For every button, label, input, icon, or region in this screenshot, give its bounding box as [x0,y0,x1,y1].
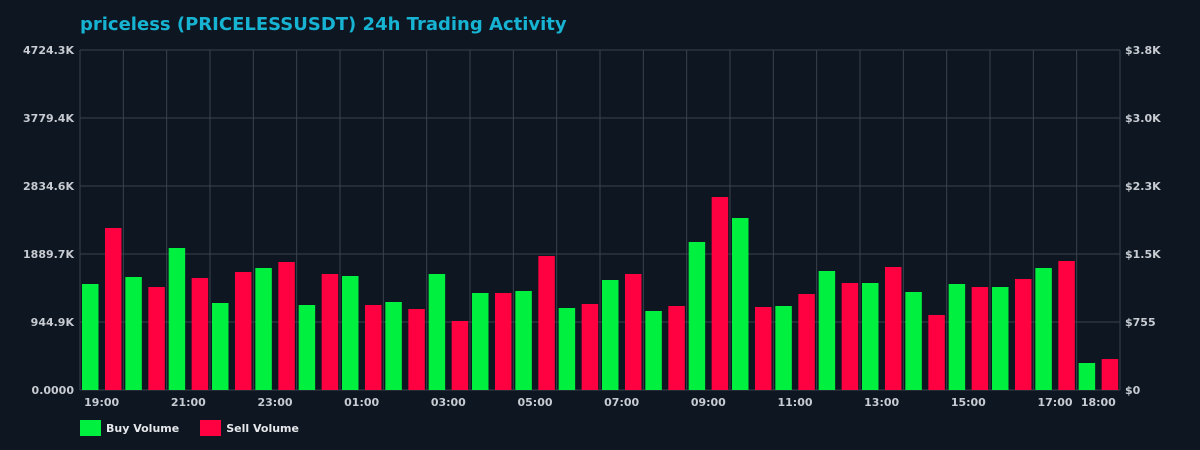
x-tick-label: 01:00 [344,396,379,409]
buy-volume-bar[interactable] [818,271,836,390]
sell-volume-bar[interactable] [885,266,902,390]
x-tick-label: 13:00 [864,396,899,409]
legend-label-sell: Sell Volume [226,421,299,435]
sell-volume-bar[interactable] [625,274,642,390]
buy-volume-bar[interactable] [558,307,576,390]
sell-volume-bar[interactable] [321,274,339,390]
buy-volume-bar[interactable] [992,286,1009,390]
x-tick-label: 18:00 [1081,396,1116,409]
y-left-tick-label: 4724.3K [23,44,74,57]
sell-volume-bar[interactable] [755,306,772,390]
buy-volume-bar[interactable] [688,242,706,390]
sell-volume-bar[interactable] [668,305,685,390]
sell-volume-bar[interactable] [538,256,555,390]
buy-volume-bar[interactable] [645,311,662,390]
y-axis-right: $0 $755 $1.5K $2.3K $3.0K $3.8K [1125,44,1161,397]
bars [82,197,1119,390]
sell-volume-bar[interactable] [235,272,252,390]
sell-volume-bar[interactable] [278,261,295,390]
buy-volume-bar[interactable] [472,293,489,390]
y-left-tick-label: 1889.7K [23,248,74,261]
x-tick-label: 11:00 [777,396,812,409]
sell-volume-bar[interactable] [581,303,599,390]
grid-lines [79,49,1121,391]
x-tick-label: 05:00 [517,396,552,409]
x-axis: 19:00 21:00 23:00 01:00 03:00 05:00 07:00 09:00… [84,396,1116,409]
sell-volume-bar[interactable] [971,286,989,390]
buy-volume-bar[interactable] [1078,362,1096,390]
y-left-tick-label: 2834.6K [23,180,74,193]
chart-title: priceless (PRICELESSUSDT) 24h Trading Ac… [80,14,567,35]
sell-volume-bar[interactable] [1015,279,1032,390]
x-tick-label: 19:00 [84,396,119,409]
legend-item-buy[interactable]: Buy Volume [80,420,179,436]
sell-volume-bar[interactable] [191,278,209,390]
buy-volume-bar[interactable] [905,292,922,390]
x-tick-label: 17:00 [1037,396,1072,409]
buy-volume-bar[interactable] [125,277,142,390]
sell-volume-bar[interactable] [798,294,815,390]
sell-volume-bar[interactable] [1101,359,1119,390]
x-tick-label: 23:00 [257,396,292,409]
buy-swatch-icon [80,420,101,436]
buy-volume-bar[interactable] [342,276,359,390]
buy-volume-bar[interactable] [82,283,99,390]
y-right-tick-label: $3.8K [1125,44,1161,57]
buy-volume-bar[interactable] [732,218,749,390]
buy-volume-bar[interactable] [602,280,619,390]
y-left-tick-label: 0.0000 [32,384,75,397]
sell-volume-bar[interactable] [451,320,469,390]
legend-label-buy: Buy Volume [106,421,180,435]
legend-item-sell[interactable]: Sell Volume [200,420,299,436]
y-left-tick-label: 944.9K [31,316,75,329]
y-right-tick-label: $3.0K [1125,112,1161,125]
buy-volume-bar[interactable] [212,302,229,390]
buy-volume-bar[interactable] [298,304,316,390]
sell-volume-bar[interactable] [841,282,859,390]
legend: Buy Volume Sell Volume [80,420,320,436]
buy-volume-bar[interactable] [428,274,446,390]
x-tick-label: 21:00 [171,396,206,409]
buy-volume-bar[interactable] [948,283,966,390]
sell-swatch-icon [200,420,222,436]
x-tick-label: 09:00 [691,396,726,409]
x-tick-label: 15:00 [951,396,986,409]
buy-volume-bar[interactable] [1035,267,1052,390]
y-right-tick-label: $2.3K [1125,180,1161,193]
buy-volume-bar[interactable] [775,305,792,390]
sell-volume-bar[interactable] [711,197,729,390]
sell-volume-bar[interactable] [495,293,512,390]
x-tick-label: 07:00 [604,396,639,409]
buy-volume-bar[interactable] [515,291,532,390]
buy-volume-bar[interactable] [168,247,186,390]
x-tick-label: 03:00 [431,396,466,409]
y-left-tick-label: 3779.4K [23,112,74,125]
y-right-tick-label: $0 [1125,384,1141,397]
buy-volume-bar[interactable] [385,301,402,390]
sell-volume-bar[interactable] [148,286,165,390]
sell-volume-bar[interactable] [1058,260,1075,390]
y-right-tick-label: $755 [1125,316,1156,329]
y-axis-left: 0.0000 944.9K 1889.7K 2834.6K 3779.4K 4724.3K [23,44,74,397]
sell-volume-bar[interactable] [365,304,382,390]
buy-volume-bar[interactable] [862,282,879,390]
sell-volume-bar[interactable] [928,315,945,390]
buy-volume-bar[interactable] [255,267,272,390]
y-right-tick-label: $1.5K [1125,248,1161,261]
sell-volume-bar[interactable] [408,308,425,390]
sell-volume-bar[interactable] [105,227,122,390]
